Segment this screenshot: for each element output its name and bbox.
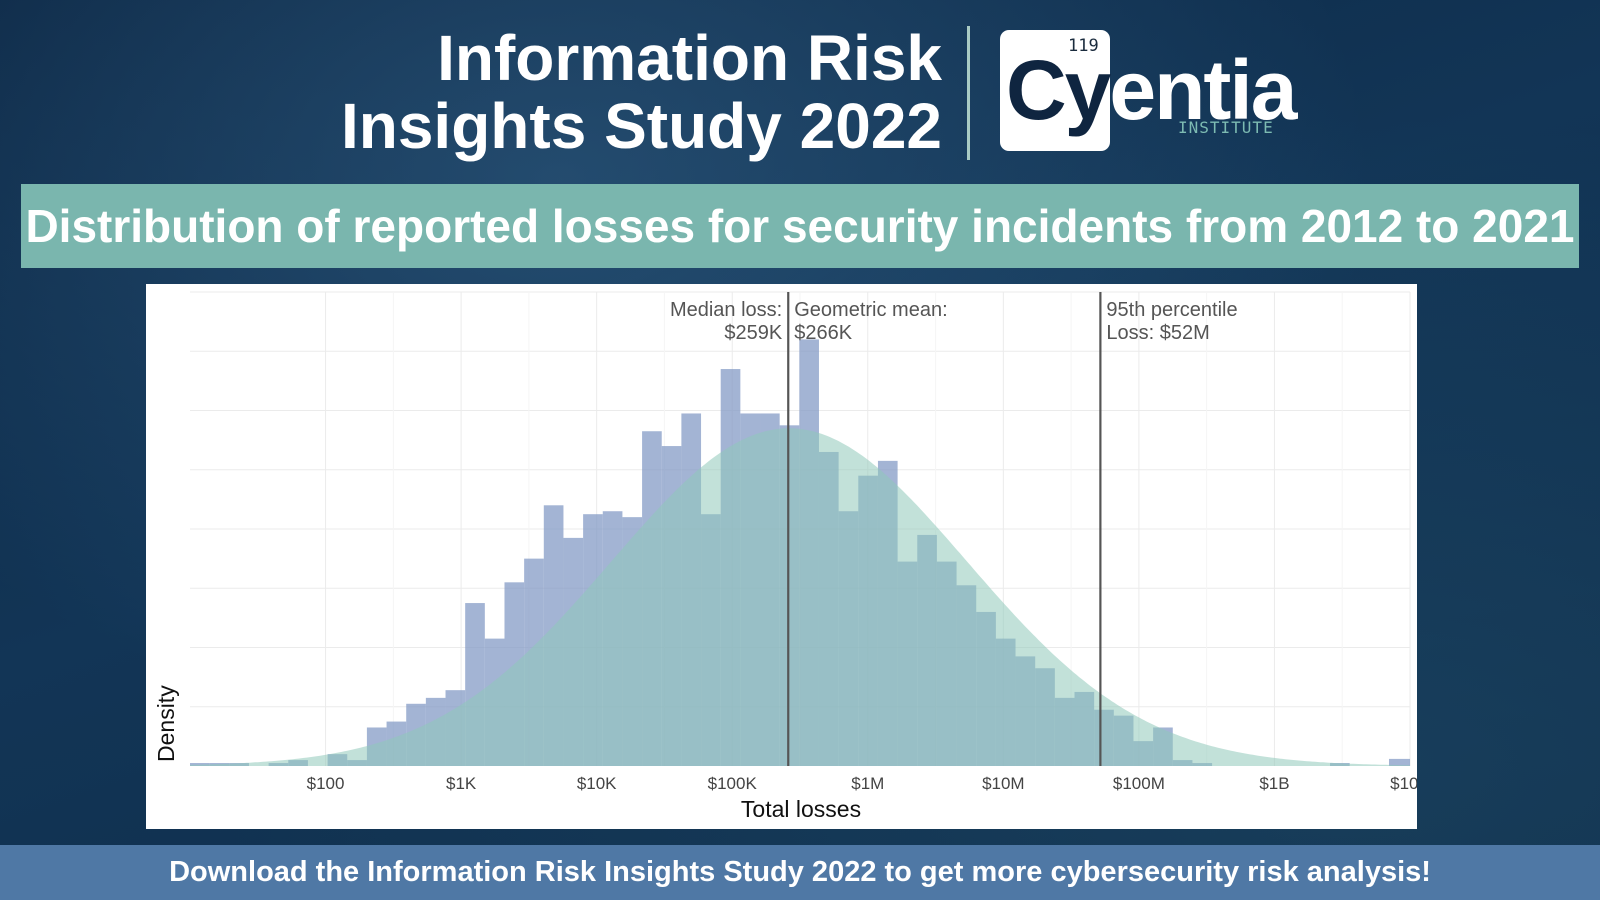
x-tick-label: $100: [307, 774, 345, 793]
median-label-line2: $259K: [724, 322, 782, 344]
x-tick-label: $10K: [577, 774, 617, 793]
report-title-line1: Information Risk: [437, 22, 942, 94]
chart-panel: Median loss: $259K Geometric mean: $266K 95t…: [146, 284, 1417, 829]
x-axis-ticks: $100 $1K $10K $100K $1M $10M $100M $1B $10B: [307, 774, 1417, 793]
x-tick-label: $1K: [446, 774, 477, 793]
loss-histogram-chart: Median loss:$259K Geometric mean:$266K 95t…: [153, 291, 1417, 822]
chart-heading-banner: Distribution of reported losses for secu…: [21, 184, 1579, 268]
reference-lines: Median loss:$259K Geometric mean:$266K 95t…: [670, 292, 1238, 766]
x-tick-label: $100K: [708, 774, 758, 793]
density-area: [190, 428, 1410, 766]
x-tick-label: $10B: [1390, 774, 1417, 793]
histogram-bar: [190, 763, 210, 766]
x-axis-label: Total losses: [741, 796, 861, 822]
logo-word-dark: Cy: [1006, 43, 1111, 137]
logo-box: [1000, 30, 1110, 151]
logo-number: 119: [1068, 36, 1099, 56]
footer-cta[interactable]: Download the Information Risk Insights S…: [0, 845, 1600, 900]
histogram-bar: [1388, 758, 1410, 766]
x-tick-label: $1M: [851, 774, 884, 793]
median-label-line1: Median loss:: [670, 299, 782, 321]
geometric-mean-label-line2: $266K: [794, 322, 852, 344]
logo-word-light: entia: [1109, 43, 1297, 137]
title-divider: [967, 26, 970, 160]
report-title-line2: Insights Study 2022: [340, 90, 942, 162]
x-tick-label: $10M: [982, 774, 1025, 793]
y-axis-label: Density: [153, 685, 179, 762]
x-tick-label: $100M: [1113, 774, 1165, 793]
geometric-mean-label-line1: Geometric mean:: [794, 299, 947, 321]
x-tick-label: $1B: [1259, 774, 1289, 793]
report-title: Information Risk Insights Study 2022: [341, 24, 942, 160]
logo-subtitle: INSTITUTE: [1178, 118, 1274, 137]
p95-label-line2: Loss: $52M: [1106, 322, 1209, 344]
density-curve: [190, 428, 1410, 766]
p95-label-line1: 95th percentile: [1106, 299, 1237, 321]
cyentia-logo: Cyentia: [1006, 42, 1297, 138]
